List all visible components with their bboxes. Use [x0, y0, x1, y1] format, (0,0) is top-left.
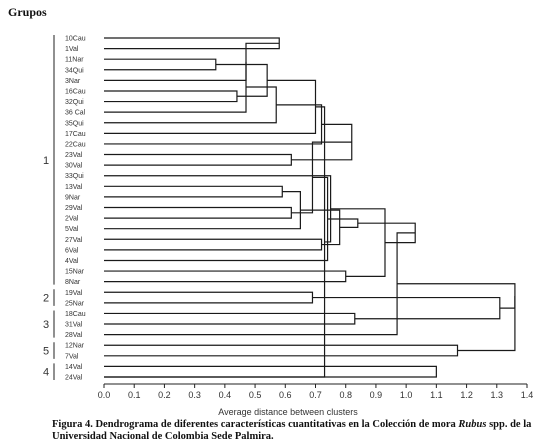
x-tick-label: 0.3	[188, 390, 201, 400]
leaf-label: 31Val	[65, 322, 83, 329]
leaf-label: 33Qui	[65, 173, 84, 180]
dendrogram-link	[104, 344, 459, 357]
leaf-label: 22Cau	[65, 141, 86, 148]
dendrogram-link	[104, 37, 280, 50]
dendrogram-link	[104, 106, 326, 378]
leaf-label: 17Cau	[65, 131, 86, 138]
x-tick-label: 0.4	[219, 390, 232, 400]
leaf-label: 11Nar	[65, 57, 84, 64]
dendrogram-link	[300, 209, 341, 246]
leaf-label: 8Nar	[65, 279, 81, 286]
x-tick-label: 1.2	[460, 390, 473, 400]
x-tick-label: 1.0	[400, 390, 413, 400]
leaf-label: 5Val	[65, 226, 79, 233]
x-tick-label: 0.6	[279, 390, 292, 400]
leaf-label: 32Qui	[65, 99, 84, 106]
leaf-label: 23Val	[65, 152, 83, 159]
dendrogram-link	[104, 185, 283, 198]
leaf-label: 1Val	[65, 46, 79, 53]
dendrogram-link	[327, 218, 359, 228]
x-tick-label: 0.7	[309, 390, 322, 400]
group-label: 5	[43, 346, 49, 358]
leaf-label: 2Val	[65, 216, 79, 223]
leaf-label: 15Nar	[65, 269, 85, 276]
x-tick-label: 0.5	[249, 390, 262, 400]
dendrogram-link	[104, 86, 277, 124]
x-tick-label: 0.8	[339, 390, 352, 400]
leaf-label: 4Val	[65, 258, 79, 265]
dendrogram-link	[104, 291, 314, 304]
x-tick-label: 1.1	[430, 390, 443, 400]
group-label: 3	[43, 319, 49, 331]
dendrogram-link	[215, 63, 268, 97]
dendrogram-link	[104, 365, 437, 378]
dendrogram-link	[104, 270, 347, 283]
dendrogram-link	[104, 312, 356, 325]
dendrogram-link	[104, 176, 329, 262]
x-tick-label: 0.1	[128, 390, 141, 400]
leaf-label: 30Val	[65, 163, 83, 170]
x-axis: 0.0 0.1 0.2 0.3 0.4 0.5 0.6 0.7 0.8 0.9 1.0 1.1 1.2 1…	[98, 383, 534, 400]
leaf-label: 13Val	[65, 184, 83, 191]
dendrogram-link	[457, 295, 516, 352]
leaf-label: 35Qui	[65, 120, 84, 127]
leaf-label: 14Val	[65, 364, 83, 371]
chart-title: Grupos	[8, 5, 47, 19]
leaf-label: 24Val	[65, 375, 83, 382]
caption-suffix: spp. de la Universidad Nacional de Colom…	[52, 419, 532, 442]
leaf-label: 7Val	[65, 353, 79, 360]
x-tick-label: 1.4	[521, 390, 534, 400]
leaf-label: 9Nar	[65, 194, 81, 201]
dendrogram-link	[104, 58, 217, 71]
leaf-label: 36 Cal	[65, 110, 86, 117]
group-label: 4	[43, 367, 49, 379]
leaf-label: 19Val	[65, 290, 83, 297]
group-label: 1	[43, 155, 49, 167]
leaf-label: 10Cau	[65, 36, 86, 43]
dendrogram-link	[104, 153, 292, 166]
dendrogram-link	[104, 61, 247, 113]
dendrogram-link	[104, 206, 292, 219]
leaf-label: 28Val	[65, 332, 83, 339]
x-tick-label: 0.9	[370, 390, 383, 400]
dendrogram-links	[104, 37, 516, 378]
dendrogram-link	[104, 175, 332, 243]
leaf-label: 16Cau	[65, 88, 86, 95]
caption-prefix: Figura 4. Dendrograma de diferentes cara…	[52, 419, 459, 430]
caption-italic: Rubus	[458, 419, 487, 430]
leaf-label: 3Nar	[65, 78, 81, 85]
x-tick-label: 0.0	[98, 390, 111, 400]
dendrogram-link	[104, 79, 317, 134]
dendrogram-link	[104, 90, 238, 103]
x-axis-label: Average distance between clusters	[218, 407, 358, 417]
leaf-label: 18Cau	[65, 311, 86, 318]
x-tick-label: 1.3	[491, 390, 504, 400]
dendrogram-link	[104, 232, 416, 336]
leaf-label: 34Qui	[65, 67, 84, 74]
dendrogram-link	[312, 296, 501, 320]
leaf-label: 25Nar	[65, 300, 85, 307]
leaf-label: 29Val	[65, 205, 83, 212]
group-brackets: 1 2 3 5 4	[43, 35, 55, 380]
x-tick-label: 0.2	[158, 390, 171, 400]
dendrogram-link	[104, 104, 323, 145]
leaf-label: 27Val	[65, 237, 83, 244]
leaf-label: 12Nar	[65, 343, 85, 350]
group-label: 2	[43, 293, 49, 305]
dendrogram-link	[104, 238, 323, 251]
figure-caption: Figura 4. Dendrograma de diferentes cara…	[52, 419, 552, 443]
dendrogram-link	[397, 283, 516, 309]
leaf-labels: 10Cau 1Val 11Nar 34Qui 3Nar 16Cau 32Qui 36 Cal 3…	[65, 36, 86, 382]
leaf-label: 6Val	[65, 247, 79, 254]
